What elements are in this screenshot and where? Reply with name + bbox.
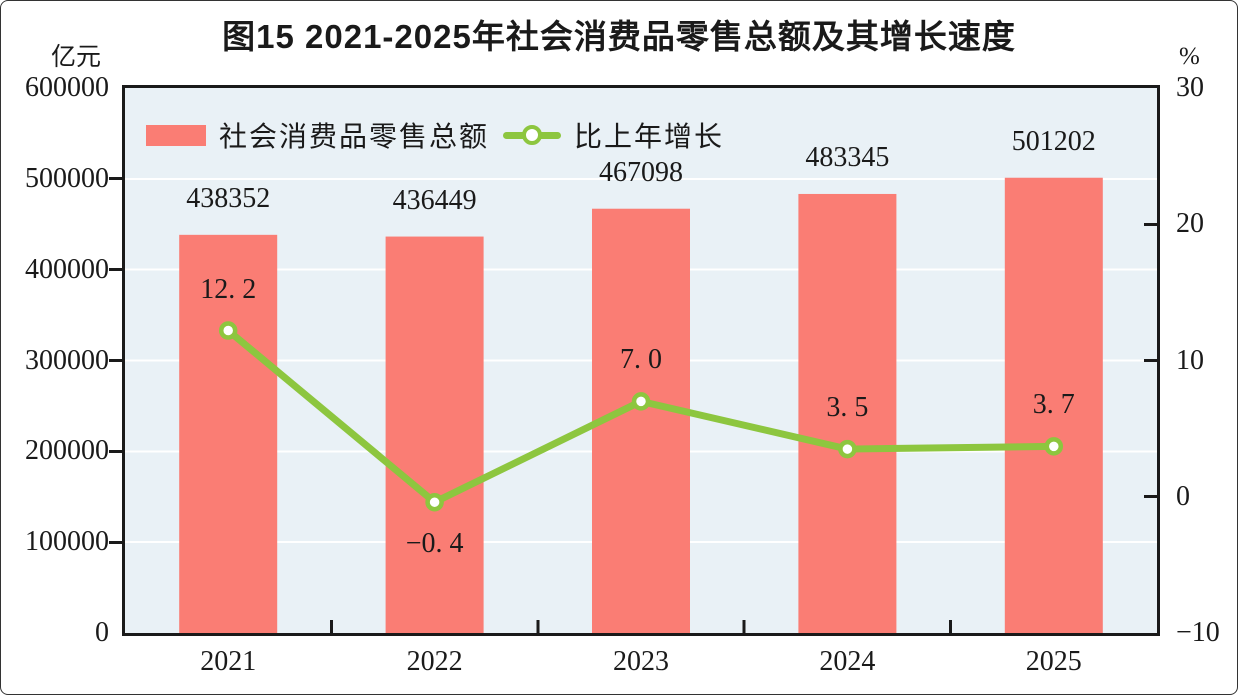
right-axis-tick-label: 0 — [1176, 480, 1190, 512]
chart-canvas — [125, 177, 1157, 633]
left-axis-tick — [109, 268, 122, 272]
left-axis-tick — [109, 177, 122, 181]
bar-2024 — [798, 193, 897, 633]
line-value-label: 3. 5 — [826, 392, 869, 424]
bar-series-swatch-icon — [146, 124, 206, 146]
x-axis-label-2023: 2023 — [613, 646, 669, 677]
left-axis-tick — [109, 540, 122, 544]
bar-2022 — [385, 236, 484, 633]
left-axis-tick-label: 400000 — [25, 253, 109, 285]
plot-area: 社会消费品零售总额 比上年增长 438352 436449 467098 483345… — [122, 85, 1160, 636]
line-marker-2025 — [1044, 437, 1064, 456]
x-axis-label-2024: 2024 — [819, 646, 876, 677]
bar-value-label: 483345 — [805, 141, 890, 173]
left-axis-tick — [109, 449, 122, 453]
line-marker-2023 — [631, 392, 651, 411]
left-axis-tick-label: 500000 — [25, 162, 109, 194]
line-value-label: 7. 0 — [620, 344, 662, 376]
bar-2021 — [179, 234, 278, 633]
bar-value-label: 436449 — [392, 184, 477, 216]
line-marker-2021 — [218, 321, 238, 340]
left-axis-tick — [109, 359, 122, 362]
x-axis-label-2021: 2021 — [200, 646, 257, 677]
left-axis-tick-label: 300000 — [25, 344, 109, 376]
right-axis-unit-label: % — [1179, 43, 1200, 70]
right-axis-tick-label: 10 — [1176, 344, 1204, 376]
left-axis-unit-label: 亿元 — [50, 44, 101, 71]
line-value-label: 12. 2 — [200, 273, 257, 305]
line-marker-2022 — [425, 492, 444, 512]
line-value-label: 3. 7 — [1032, 389, 1075, 421]
right-axis-tick-label: 30 — [1176, 72, 1204, 103]
chart-title: 图15 2021-2025年社会消费品零售总额及其增长速度 — [222, 18, 1016, 55]
bar-value-label: 438352 — [186, 182, 271, 214]
bar-value-label: 501202 — [1011, 125, 1096, 157]
line-dot-icon — [522, 125, 543, 145]
bar-2025 — [1004, 177, 1103, 633]
left-axis-tick-label: 100000 — [25, 526, 109, 558]
line-marker-2024 — [838, 439, 857, 459]
line-series-marker-icon — [503, 125, 562, 146]
right-axis-tick-label: −10 — [1176, 617, 1220, 648]
bar-value-label: 467098 — [599, 156, 683, 188]
x-axis-label-2025: 2025 — [1025, 646, 1082, 677]
legend: 社会消费品零售总额 比上年增长 — [146, 115, 724, 155]
left-axis-tick-label: 600000 — [25, 72, 109, 103]
left-axis-tick-label: 0 — [95, 617, 109, 648]
right-axis-tick-label: 20 — [1176, 208, 1204, 240]
legend-label-line-series: 比上年增长 — [574, 122, 725, 153]
right-axis-tick — [1144, 359, 1157, 362]
right-axis-tick — [1144, 495, 1157, 499]
line-value-label: −0. 4 — [405, 528, 464, 560]
x-axis-label-2022: 2022 — [406, 646, 463, 677]
right-axis-tick — [1144, 222, 1157, 226]
left-axis-tick-label: 200000 — [25, 435, 109, 467]
legend-label-bar-series: 社会消费品零售总额 — [219, 122, 490, 153]
